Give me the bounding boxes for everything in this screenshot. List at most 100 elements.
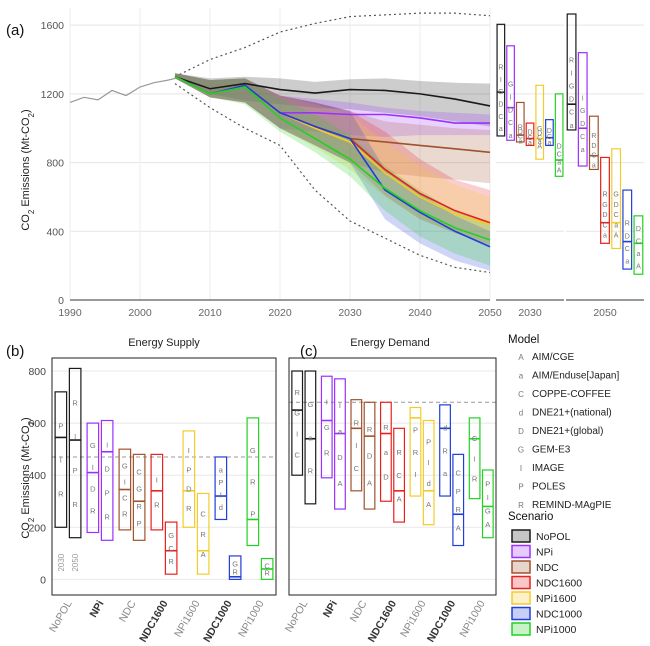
x-tick-label: 2030 — [338, 307, 362, 319]
legend-scenario-name: NoPOL — [536, 531, 571, 543]
x-tick-label: 1990 — [58, 307, 82, 319]
model-marker: I — [571, 71, 573, 78]
box-range — [611, 148, 622, 250]
box-range — [633, 215, 644, 275]
y-tick-label: 400 — [46, 226, 64, 238]
model-marker: D — [518, 129, 523, 136]
model-marker: a — [636, 251, 640, 258]
legend-model-marker: P — [518, 483, 523, 492]
legend-scenario-swatch — [511, 606, 531, 621]
box-range — [164, 521, 178, 575]
y-tick-label: 400 — [28, 470, 46, 482]
model-marker: P — [218, 478, 223, 487]
model-marker: a — [570, 123, 574, 130]
model-marker: a — [557, 159, 561, 166]
model-marker: R — [472, 474, 478, 483]
model-marker: I — [500, 77, 502, 84]
model-marker: G — [537, 126, 542, 133]
model-marker: C — [264, 561, 270, 570]
model-marker: I — [326, 398, 328, 407]
box-range — [246, 417, 260, 547]
box-range — [86, 422, 100, 534]
model-marker: G — [307, 400, 313, 409]
model-marker: P — [137, 519, 142, 528]
model-marker: A — [456, 523, 461, 532]
model-marker: C — [472, 434, 478, 443]
box-range — [409, 406, 422, 497]
model-marker: I — [296, 430, 298, 439]
model-marker: A — [201, 550, 206, 559]
box-range — [334, 378, 346, 510]
model-marker: G — [485, 507, 491, 516]
model-marker: D — [383, 473, 389, 482]
series-line-ndc1000 — [174, 75, 491, 248]
model-marker: D — [367, 452, 373, 461]
model-marker: A — [426, 500, 431, 509]
legend-model-name: POLES — [532, 482, 566, 493]
legend-model-name: COPPE-COFFEE — [532, 389, 611, 400]
box-range — [100, 419, 114, 541]
side-panel-bg — [566, 8, 644, 300]
model-marker: C — [591, 153, 596, 160]
box-npi1000-2030: P R G — [246, 417, 260, 547]
legend-scenario-name: NDC1000 — [536, 609, 582, 621]
model-marker: G — [294, 409, 300, 418]
box-ndc1600-2050: A C R — [393, 427, 406, 523]
box-range — [439, 404, 451, 497]
model-marker: G — [613, 192, 618, 199]
model-marker: C — [614, 212, 619, 219]
model-marker: a — [509, 133, 513, 140]
box-ndc1000-2030: aCD — [545, 119, 554, 147]
box-range — [496, 23, 506, 137]
panel-b-ylabel: CO2 Emissions (Mt-CO2) — [20, 417, 36, 538]
x-tick-label: 2000 — [128, 307, 152, 319]
box-range — [54, 391, 68, 528]
model-marker: a — [547, 140, 551, 147]
y-tick-label: 0 — [58, 295, 64, 307]
model-marker: a — [614, 222, 618, 229]
model-marker: R — [518, 125, 523, 132]
model-marker: C — [527, 135, 532, 142]
model-marker: R — [58, 489, 64, 498]
model-marker: a — [338, 427, 343, 436]
legend-scenario-title: Scenario — [508, 511, 553, 523]
historical-line — [69, 77, 176, 104]
model-marker: C — [200, 510, 206, 519]
box-ndc1000-2030: a Rd — [439, 404, 451, 497]
box-range — [228, 555, 242, 580]
box-range — [481, 469, 494, 539]
model-marker: R — [498, 64, 503, 71]
model-marker: D — [580, 121, 585, 128]
model-marker: P — [105, 488, 110, 497]
model-marker: I — [414, 470, 416, 479]
x-category-label: NDC1000 — [425, 598, 459, 644]
model-marker: C — [636, 238, 641, 245]
model-marker: R — [250, 478, 256, 487]
model-marker: D — [569, 97, 574, 104]
model-marker: P — [456, 487, 461, 496]
box-npi1600-2050: Ad I P — [422, 419, 435, 526]
model-marker: D — [90, 485, 96, 494]
box-ndc1600-2030: aCD — [525, 122, 535, 147]
band-ndc — [175, 73, 490, 184]
box-npi-2050: R P D I — [100, 419, 114, 541]
model-marker: D — [527, 130, 532, 137]
model-marker: C — [498, 114, 503, 121]
band-ndc1600 — [175, 73, 490, 246]
box-range — [182, 430, 196, 528]
model-marker: I — [220, 490, 222, 499]
model-marker: R — [591, 133, 596, 140]
model-marker: d — [443, 424, 447, 433]
model-marker: P — [58, 422, 63, 431]
box-range — [363, 401, 376, 510]
model-marker: G — [122, 461, 128, 470]
box-ndc1600-2030: Da R — [379, 401, 392, 502]
box-nopol-2050: R P I R — [68, 367, 82, 539]
